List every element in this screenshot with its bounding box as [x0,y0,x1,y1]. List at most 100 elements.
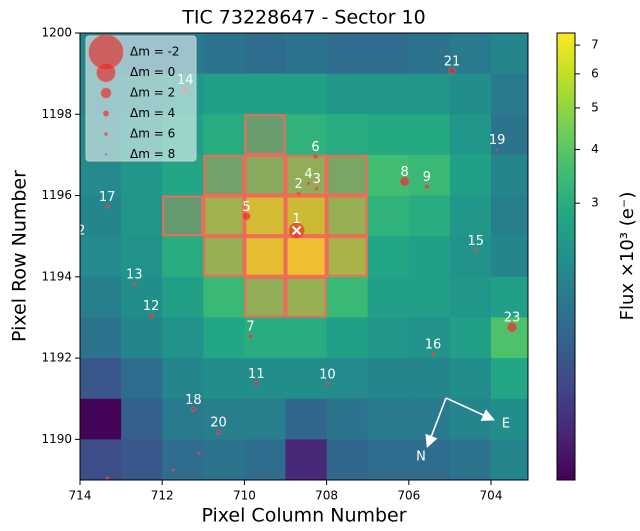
pixel-cell [491,276,528,318]
pixel-cell [162,398,204,440]
aperture-pixel [244,195,286,237]
pixel-cell [491,439,528,480]
pixel-cell [285,439,328,480]
star-label: 2 [295,177,303,192]
y-tick-label: 1200 [41,26,72,40]
pixel-cell [491,195,528,237]
aperture-pixel [326,154,368,196]
colorbar [556,32,576,481]
pixel-cell [367,358,410,400]
star-label: 18 [185,393,202,408]
star-label: 1 [292,212,300,227]
colorbar-tick-label: 3 [591,196,599,210]
pixel-cell [408,114,451,156]
east-arrow [445,397,495,421]
compass: N E [416,397,510,465]
aperture-pixel [244,276,286,318]
pixel-cell [244,73,287,115]
y-tick-label: 1192 [41,351,72,365]
pixel-cell [203,73,245,115]
pixel-cell [285,33,328,75]
pixel-cell [491,358,528,400]
pixel-cell [244,439,287,480]
pixel-cell [449,276,492,318]
pixel-cell [244,33,287,75]
star-label: 8 [401,165,409,180]
legend-marker [104,153,108,156]
star-marker [171,468,175,472]
star-marker [313,154,318,159]
pixel-cell [326,154,369,197]
overlay: 1234567891011121314151617181920212223 [69,54,521,480]
pixel-cell [80,398,122,440]
star-label: 5 [242,200,250,215]
star-marker [306,181,311,185]
pixel-cell [80,276,122,318]
star-marker [314,186,319,191]
pixel-cell [367,73,410,115]
pixel-cell [326,195,369,237]
star-label: 15 [468,234,485,249]
y-tick-label: 1194 [41,269,72,283]
star-label: 3 [313,172,321,187]
legend-label: Δm = 4 [130,106,175,120]
star-label: 6 [311,140,319,155]
star-marker [76,239,79,242]
pixel-cell [326,398,369,440]
star-label: 13 [126,268,143,283]
star-label: 23 [504,311,521,326]
aperture-pixel [244,236,286,277]
star-marker [507,322,517,333]
star-label: 21 [444,54,461,69]
legend-marker [104,132,108,136]
pixel-cell [449,358,492,400]
star-label: 12 [143,299,160,314]
star-label: 22 [69,224,86,239]
pixel-cell [80,358,122,400]
pixel-cell [367,154,410,197]
pixel-cell [491,154,528,197]
star-marker [148,313,154,318]
aperture-pixel [285,276,327,318]
pixel-cell [121,317,163,359]
pixel-cell [408,276,451,318]
aperture-pixel [244,154,286,196]
aperture-pixel [285,154,327,196]
pixel-cell [408,236,451,278]
star-marker [242,212,251,221]
pixel-cell [285,236,328,278]
star-marker [248,333,253,339]
pixel-cell [408,73,451,115]
x-tick-label: 704 [480,489,503,503]
target-cross [291,225,302,236]
pixel-cell [449,73,492,115]
colorbar-tick-label: 4 [591,142,599,156]
x-tick-label: 708 [315,489,338,503]
pixel-cell [285,358,328,400]
north-arrow [425,397,447,448]
pixel-cell [203,195,245,237]
pixel-cell [162,276,204,318]
pixel-cell [162,317,204,359]
pixel-cell [244,195,287,237]
pixel-cell [162,439,204,480]
pixel-cell [80,317,122,359]
aperture-pixel [285,236,327,277]
pixel-cell [244,358,287,400]
star-marker [473,248,478,253]
legend-marker [96,62,116,83]
pixel-cell [367,114,410,156]
pixel-cell [367,236,410,278]
star-label: 10 [319,368,336,383]
pixel-cell [326,358,369,400]
pixel-cell [121,358,163,400]
pixel-cell [244,154,287,197]
pixel-cell [80,439,122,480]
legend-label: Δm = 8 [130,147,175,161]
heatmap [80,33,528,480]
pixel-cell [285,73,328,115]
pixel-cell [367,33,410,75]
pixel-cell [203,154,245,197]
chart-title: TIC 73228647 - Sector 10 [181,7,425,29]
